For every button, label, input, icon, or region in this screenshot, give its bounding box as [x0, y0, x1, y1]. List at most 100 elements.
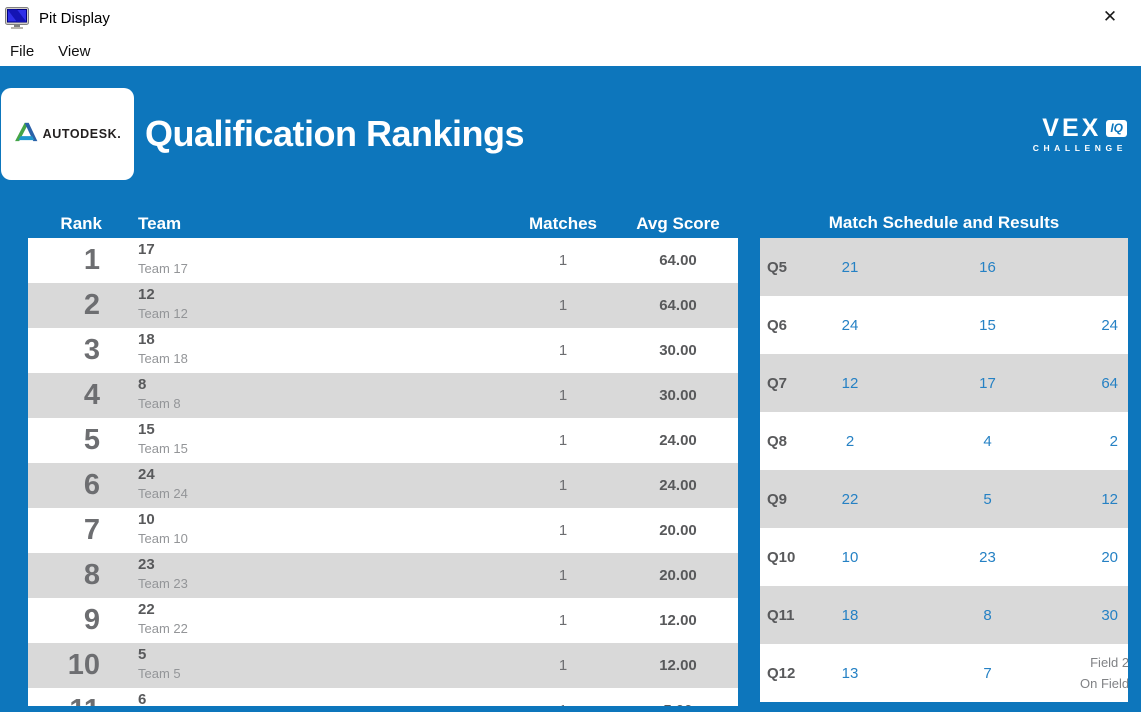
rank-value: 4 [83, 379, 100, 411]
autodesk-wordmark: AUTODESK. [42, 127, 122, 141]
match-row: Q12 13 7 Field 2 On Field [760, 644, 1128, 702]
schedule-title: Match Schedule and Results [828, 213, 1060, 232]
team-number: 5 [138, 646, 147, 663]
avg-score-value: 20.00 [659, 567, 697, 584]
team-number: 12 [138, 286, 155, 303]
rank-value: 10 [67, 649, 100, 681]
vexiq-challenge-logo: VEX IQ CHALLENGE [1033, 116, 1127, 153]
menu-bar: File View [0, 36, 1141, 66]
autodesk-mark-icon [14, 122, 38, 147]
ranking-row: 5 15 Team 15 1 24.00 [28, 418, 738, 463]
rank-value: 11 [28, 688, 108, 706]
schedule-table: Q5 21 16 Q6 24 15 24 Q7 12 17 64 Q8 2 4 … [760, 238, 1128, 702]
team-name: Team 22 [138, 621, 188, 636]
rank-value: 1 [83, 244, 100, 276]
team1-number: 2 [845, 432, 855, 450]
titlebar[interactable]: Pit Display ✕ [0, 0, 1141, 36]
close-icon[interactable]: ✕ [1102, 7, 1118, 26]
match-score: 12 [1101, 490, 1118, 508]
avg-score-value: 30.00 [659, 342, 697, 359]
vex-wordmark: VEX [1042, 114, 1102, 142]
rankings-table: 1 17 Team 17 1 64.00 2 12 Team 12 1 64.00 … [28, 238, 738, 706]
team-name: Team 15 [138, 441, 188, 456]
matches-value: 1 [558, 342, 568, 359]
match-label: Q11 [767, 606, 795, 624]
matches-value: 1 [558, 252, 568, 269]
match-score: 24 [1101, 316, 1118, 334]
team-number: 17 [138, 241, 155, 258]
match-label: Q10 [767, 548, 796, 566]
ranking-row: 6 24 Team 24 1 24.00 [28, 463, 738, 508]
team-number: 6 [138, 691, 147, 706]
match-label: Q9 [767, 490, 788, 508]
team1-number: 21 [841, 258, 859, 276]
team1-number: 10 [841, 548, 859, 566]
rank-value: 7 [83, 514, 100, 546]
monitor-icon [5, 6, 29, 30]
team1-number: 18 [841, 606, 859, 624]
match-label: Q8 [767, 432, 788, 450]
col-avg-score: Avg Score [636, 214, 720, 233]
rank-value: 5 [83, 424, 100, 456]
team2-number: 5 [983, 490, 992, 508]
ranking-row: 7 10 Team 10 1 20.00 [28, 508, 738, 553]
avg-score-value: 20.00 [659, 522, 697, 539]
match-score: 20 [1101, 548, 1118, 566]
team-name: Team 17 [138, 261, 188, 276]
team1-number: 13 [841, 664, 859, 682]
col-matches: Matches [528, 214, 598, 233]
matches-value: 1 [558, 387, 568, 404]
team-name: Team 8 [138, 396, 181, 411]
matches-value: 1 [508, 688, 618, 706]
team2-number: 23 [979, 548, 996, 566]
team2-number: 17 [979, 374, 996, 392]
avg-score-value: 5.00 [618, 688, 738, 706]
rankings-header: Rank Team Matches Avg Score [28, 210, 738, 238]
rank-value: 2 [83, 289, 100, 321]
avg-score-value: 12.00 [659, 612, 697, 629]
match-row: Q5 21 16 [760, 238, 1128, 296]
team2-number: 16 [979, 258, 996, 276]
ranking-row: 4 8 Team 8 1 30.00 [28, 373, 738, 418]
avg-score-value: 30.00 [659, 387, 697, 404]
team-number: 15 [138, 421, 155, 438]
team-number: 23 [138, 556, 155, 573]
ranking-row: 2 12 Team 12 1 64.00 [28, 283, 738, 328]
avg-score-value: 12.00 [659, 657, 697, 674]
ranking-row: 9 22 Team 22 1 12.00 [28, 598, 738, 643]
team-name: Team 10 [138, 531, 188, 546]
ranking-row: 10 5 Team 5 1 12.00 [28, 643, 738, 688]
rank-value: 9 [83, 604, 100, 636]
team1-number: 24 [841, 316, 859, 334]
matches-value: 1 [558, 477, 568, 494]
team-name: Team 23 [138, 576, 188, 591]
challenge-label: CHALLENGE [1032, 143, 1127, 153]
team2-number: 7 [983, 664, 992, 682]
iq-badge: IQ [1106, 120, 1127, 137]
match-row: Q6 24 15 24 [760, 296, 1128, 354]
col-team: Team [138, 214, 182, 233]
matches-value: 1 [558, 657, 568, 674]
ranking-row: 8 23 Team 23 1 20.00 [28, 553, 738, 598]
match-row: Q10 10 23 20 [760, 528, 1128, 586]
field-status: On Field [1080, 676, 1128, 691]
matches-value: 1 [558, 297, 568, 314]
ranking-row: 11 6Team 6 1 5.00 [28, 688, 738, 706]
team2-number: 8 [983, 606, 992, 624]
match-score: 64 [1101, 374, 1118, 392]
menu-view[interactable]: View [58, 42, 91, 60]
window-title: Pit Display [39, 9, 110, 27]
team-name: Team 12 [138, 306, 188, 321]
matches-value: 1 [558, 432, 568, 449]
match-label: Q7 [767, 374, 788, 392]
menu-file[interactable]: File [10, 42, 35, 60]
avg-score-value: 24.00 [659, 477, 697, 494]
matches-value: 1 [558, 522, 568, 539]
ranking-row: 1 17 Team 17 1 64.00 [28, 238, 738, 283]
matches-value: 1 [558, 567, 568, 584]
page-title: Qualification Rankings [145, 113, 525, 154]
match-row: Q8 2 4 2 [760, 412, 1128, 470]
team-number: 24 [138, 466, 155, 483]
field-label: Field 2 [1090, 655, 1128, 670]
avg-score-value: 64.00 [659, 252, 697, 269]
